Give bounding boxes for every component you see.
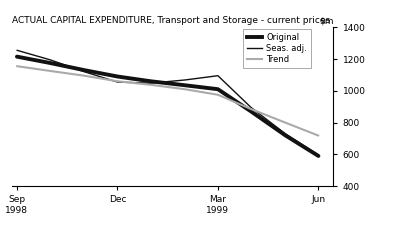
Text: $m: $m [319, 17, 333, 26]
Legend: Original, Seas. adj., Trend: Original, Seas. adj., Trend [243, 29, 311, 68]
Text: ACTUAL CAPITAL EXPENDITURE, Transport and Storage - current prices: ACTUAL CAPITAL EXPENDITURE, Transport an… [12, 16, 330, 25]
